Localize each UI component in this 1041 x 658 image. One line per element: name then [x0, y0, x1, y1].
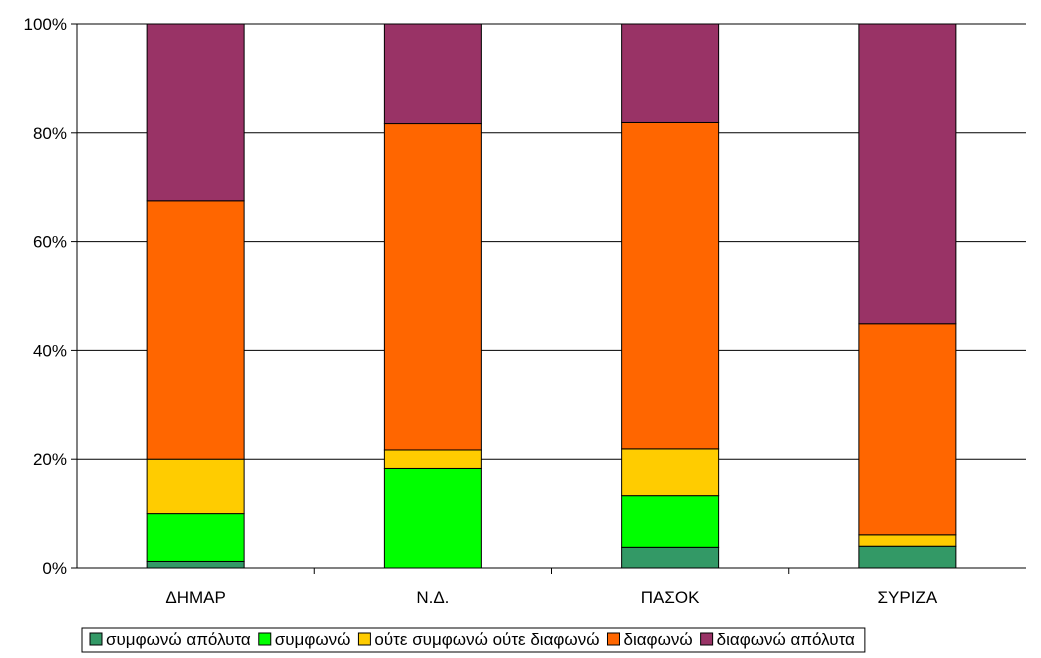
- bar-segment: [146, 200, 245, 460]
- y-tick-label: 0%: [42, 559, 67, 578]
- x-tick-label: ΣΥΡΙΖΑ: [878, 588, 938, 607]
- bar-segment: [621, 23, 720, 123]
- bar-segment: [621, 546, 720, 569]
- bar-segment: [858, 323, 957, 536]
- legend-swatch: [357, 632, 371, 646]
- x-tick-label: Ν.Δ.: [416, 588, 449, 607]
- bar-segment: [621, 121, 720, 450]
- legend-swatch: [606, 632, 620, 646]
- bar-segment: [146, 458, 245, 515]
- bar-segment: [146, 23, 245, 202]
- legend-swatch: [700, 632, 714, 646]
- y-tick-label: 20%: [33, 450, 67, 469]
- bar-segment: [146, 513, 245, 562]
- bar-segment: [621, 495, 720, 548]
- y-tick-label: 40%: [33, 341, 67, 360]
- y-tick-label: 80%: [33, 124, 67, 143]
- bar-segment: [383, 123, 482, 451]
- bar-segment: [858, 23, 957, 325]
- legend-label: συμφωνώ: [275, 630, 351, 649]
- legend-label: διαφωνώ: [623, 630, 692, 649]
- axes: 0% 20% 40% 60% 80% 100% ΔΗΜΑΡ Ν.Δ. ΠΑΣΟΚ ΣΥΡΙΖΑ: [24, 15, 1026, 607]
- legend-label: συμφωνώ απόλυτα: [106, 630, 251, 649]
- legend-box: [81, 627, 866, 653]
- legend-label: ούτε συμφωνώ ούτε διαφωνώ: [374, 630, 599, 649]
- x-tick-label: ΔΗΜΑΡ: [165, 588, 225, 607]
- legend-label: διαφωνώ απόλυτα: [717, 630, 855, 649]
- legend-swatch: [89, 632, 103, 646]
- x-tick-label: ΠΑΣΟΚ: [641, 588, 700, 607]
- bar-segment: [858, 545, 957, 569]
- y-tick-label: 60%: [33, 233, 67, 252]
- bar-segment: [383, 467, 482, 569]
- bar-segment: [383, 23, 482, 125]
- bar-segment: [146, 560, 245, 569]
- legend: συμφωνώ απόλυτα συμφωνώ ούτε συμφωνώ ούτε …: [81, 627, 866, 653]
- bar-segment: [383, 449, 482, 469]
- legend-swatch: [258, 632, 272, 646]
- bar-segment: [621, 448, 720, 497]
- bar-segment: [858, 534, 957, 547]
- y-tick-label: 100%: [24, 15, 67, 34]
- bars: [146, 23, 957, 569]
